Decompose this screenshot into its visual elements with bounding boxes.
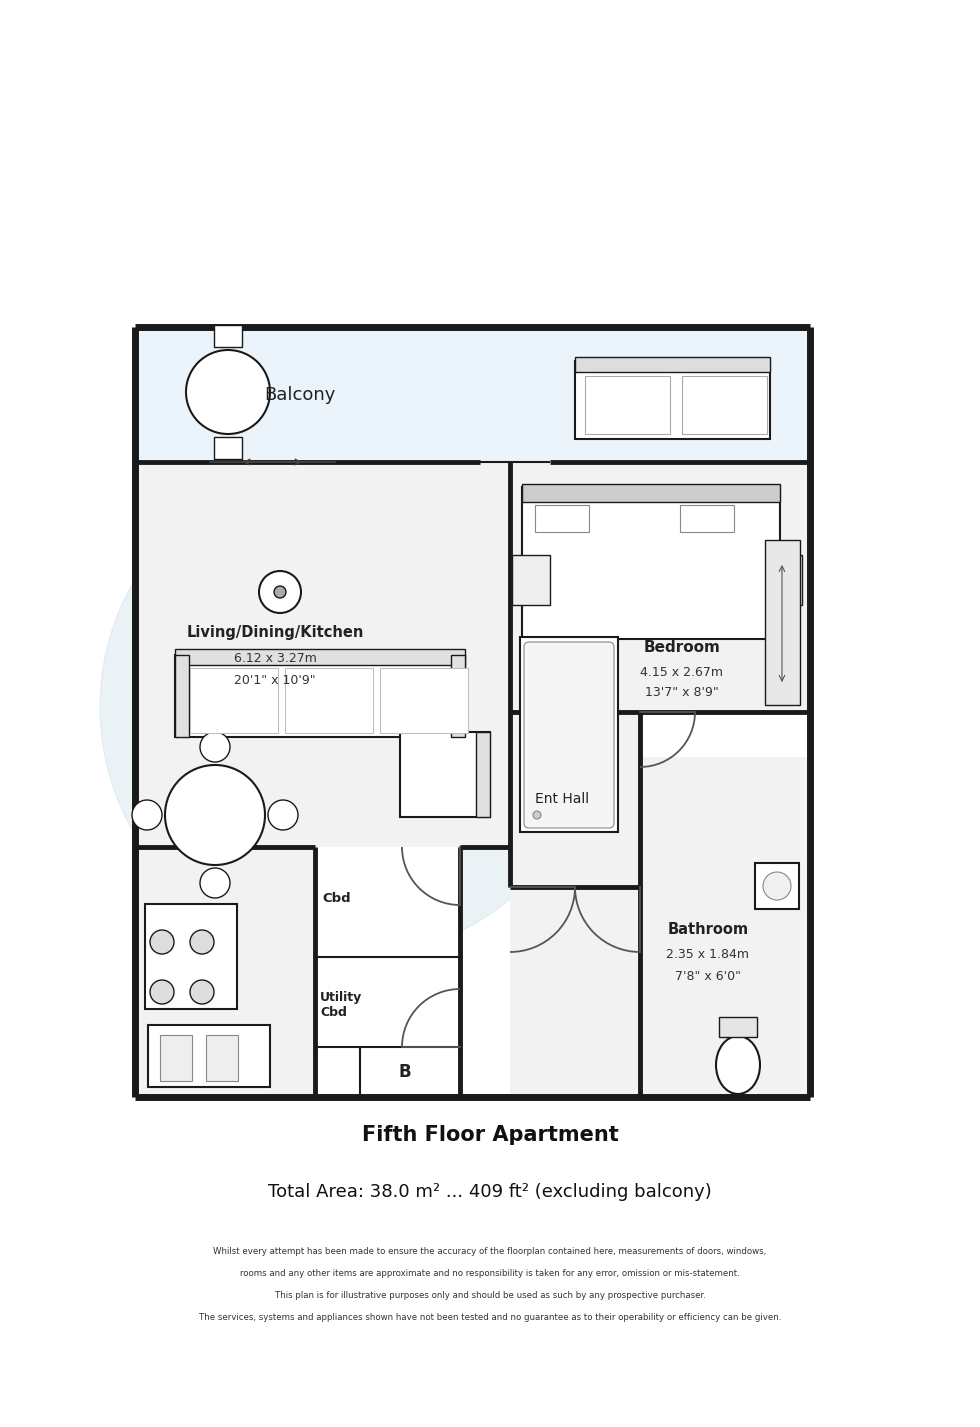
Bar bbox=[175, 649, 465, 665]
Circle shape bbox=[268, 801, 298, 831]
Bar bbox=[755, 863, 799, 909]
Bar bbox=[520, 636, 618, 832]
Circle shape bbox=[165, 765, 265, 865]
Bar bbox=[380, 668, 468, 733]
Circle shape bbox=[132, 801, 162, 831]
Bar bbox=[719, 1017, 757, 1037]
Text: West: West bbox=[253, 628, 508, 716]
Text: The services, systems and appliances shown have not been tested and no guarantee: The services, systems and appliances sho… bbox=[199, 1313, 781, 1323]
Bar bbox=[585, 375, 670, 434]
Bar bbox=[522, 487, 780, 639]
Circle shape bbox=[150, 980, 174, 1005]
Bar bbox=[575, 357, 770, 372]
Bar bbox=[360, 1047, 460, 1097]
Circle shape bbox=[190, 980, 214, 1005]
Text: 7'8" x 6'0": 7'8" x 6'0" bbox=[675, 969, 741, 983]
Bar bbox=[510, 712, 640, 888]
Bar bbox=[148, 1025, 270, 1087]
Bar bbox=[315, 958, 460, 1047]
Circle shape bbox=[533, 811, 541, 819]
Bar bbox=[575, 361, 770, 440]
Bar bbox=[315, 848, 460, 958]
Ellipse shape bbox=[716, 1036, 760, 1095]
Bar bbox=[680, 505, 734, 532]
FancyBboxPatch shape bbox=[524, 642, 614, 828]
Bar bbox=[400, 732, 490, 818]
Circle shape bbox=[100, 457, 600, 958]
Bar bbox=[510, 756, 810, 1097]
Bar bbox=[135, 848, 315, 1097]
Bar bbox=[190, 668, 278, 733]
Bar bbox=[451, 655, 465, 736]
Text: Utility
Cbd: Utility Cbd bbox=[320, 990, 363, 1019]
Text: B: B bbox=[399, 1063, 412, 1082]
Text: Total Area: 38.0 m² ... 409 ft² (excluding balcony): Total Area: 38.0 m² ... 409 ft² (excludi… bbox=[269, 1183, 711, 1202]
Bar bbox=[682, 375, 767, 434]
Text: 6.12 x 3.27m: 6.12 x 3.27m bbox=[233, 652, 317, 665]
Bar bbox=[522, 484, 780, 502]
Bar bbox=[160, 1035, 192, 1082]
Text: Bathroom: Bathroom bbox=[667, 922, 749, 936]
Bar bbox=[175, 655, 189, 736]
Text: 2.35 x 1.84m: 2.35 x 1.84m bbox=[666, 949, 750, 962]
Bar bbox=[135, 327, 810, 462]
Circle shape bbox=[200, 732, 230, 762]
Text: rooms and any other items are approximate and no responsibility is taken for any: rooms and any other items are approximat… bbox=[240, 1270, 740, 1279]
Text: Ent Hall: Ent Hall bbox=[535, 792, 589, 806]
Bar bbox=[285, 668, 373, 733]
Text: Balcony: Balcony bbox=[265, 385, 336, 404]
Bar bbox=[175, 655, 465, 736]
Bar bbox=[214, 437, 242, 459]
Text: 13'7" x 8'9": 13'7" x 8'9" bbox=[645, 686, 719, 699]
Circle shape bbox=[186, 350, 270, 434]
Bar bbox=[206, 1035, 238, 1082]
Bar bbox=[535, 505, 589, 532]
Circle shape bbox=[190, 930, 214, 955]
Bar bbox=[476, 732, 490, 818]
Bar bbox=[780, 555, 802, 605]
Circle shape bbox=[274, 586, 286, 598]
Bar bbox=[145, 903, 237, 1009]
Circle shape bbox=[200, 868, 230, 898]
Text: 20'1" x 10'9": 20'1" x 10'9" bbox=[234, 675, 316, 688]
Circle shape bbox=[150, 930, 174, 955]
Text: PROPERTIES: PROPERTIES bbox=[488, 758, 612, 776]
Text: This plan is for illustrative purposes only and should be used as such by any pr: This plan is for illustrative purposes o… bbox=[274, 1291, 706, 1300]
Bar bbox=[512, 555, 550, 605]
Text: Fifth Floor Apartment: Fifth Floor Apartment bbox=[362, 1124, 618, 1144]
Bar bbox=[214, 325, 242, 347]
Ellipse shape bbox=[763, 872, 791, 900]
Circle shape bbox=[259, 571, 301, 614]
Bar bbox=[135, 462, 510, 848]
Text: Cbd: Cbd bbox=[322, 892, 351, 906]
Text: Living/Dining/Kitchen: Living/Dining/Kitchen bbox=[186, 625, 364, 639]
Text: Bedroom: Bedroom bbox=[644, 639, 720, 655]
Bar bbox=[510, 462, 810, 712]
Text: Whilst every attempt has been made to ensure the accuracy of the floorplan conta: Whilst every attempt has been made to en… bbox=[214, 1247, 766, 1257]
Text: 4.15 x 2.67m: 4.15 x 2.67m bbox=[641, 665, 723, 678]
Bar bbox=[765, 539, 800, 705]
